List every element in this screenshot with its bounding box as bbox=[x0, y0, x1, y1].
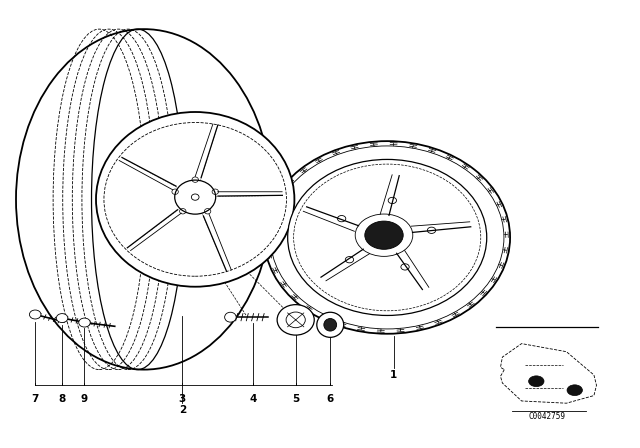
Text: 2: 2 bbox=[179, 405, 186, 415]
Text: 4: 4 bbox=[249, 394, 257, 404]
Text: 1: 1 bbox=[390, 370, 397, 380]
Ellipse shape bbox=[324, 319, 337, 331]
Circle shape bbox=[567, 385, 582, 396]
Ellipse shape bbox=[287, 159, 487, 315]
Ellipse shape bbox=[264, 141, 510, 334]
Ellipse shape bbox=[365, 221, 403, 249]
Text: 7: 7 bbox=[31, 394, 39, 404]
Ellipse shape bbox=[96, 112, 294, 287]
Text: C0042759: C0042759 bbox=[529, 412, 566, 421]
Ellipse shape bbox=[29, 310, 41, 319]
Text: 9: 9 bbox=[81, 394, 88, 404]
Ellipse shape bbox=[277, 305, 314, 335]
Text: 3: 3 bbox=[179, 394, 186, 404]
Ellipse shape bbox=[79, 318, 90, 327]
Text: 6: 6 bbox=[326, 394, 334, 404]
Ellipse shape bbox=[175, 180, 216, 214]
Ellipse shape bbox=[225, 312, 236, 322]
Text: 8: 8 bbox=[58, 394, 66, 404]
Circle shape bbox=[529, 376, 544, 387]
Ellipse shape bbox=[56, 314, 68, 323]
Ellipse shape bbox=[317, 312, 344, 337]
Text: 5: 5 bbox=[292, 394, 300, 404]
